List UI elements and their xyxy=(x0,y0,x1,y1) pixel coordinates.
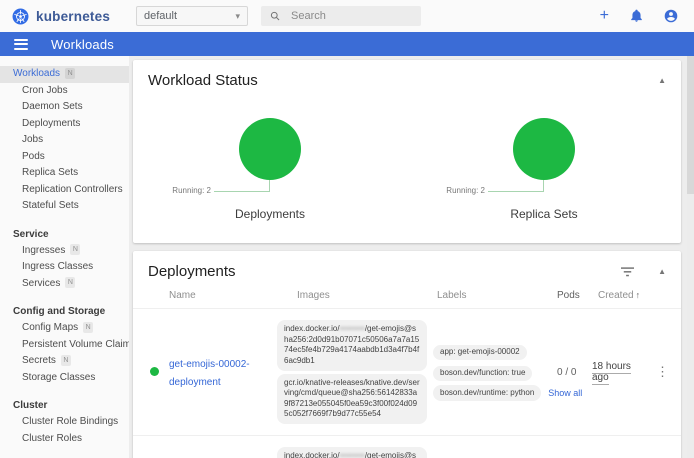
pods-count: 0 / 0 xyxy=(557,366,577,378)
legend-label: Running: 2 xyxy=(446,186,485,195)
sidebar-section-cluster: Cluster xyxy=(13,400,48,411)
label-chip: app: get-emojis-00002 xyxy=(433,344,527,361)
page-title: Workloads xyxy=(51,36,114,52)
created-timestamp[interactable]: 18 hours ago xyxy=(592,361,631,385)
image-chip: index.docker.io/•••••••••/get-emojis@sha… xyxy=(277,447,427,458)
brand: kubernetes xyxy=(12,8,130,25)
chevron-down-icon: ▾ xyxy=(235,10,240,21)
user-account-icon[interactable] xyxy=(664,9,678,23)
redacted-registry-user: ••••••••• xyxy=(339,324,365,333)
deployments-title: Deployments xyxy=(148,263,236,280)
namespaced-badge: N xyxy=(70,244,81,255)
notifications-bell-icon[interactable] xyxy=(630,9,643,23)
sidebar-item-jobs[interactable]: Jobs xyxy=(22,134,44,145)
sidebar-section-service: Service xyxy=(13,228,49,240)
main-content: Workload Status ▲ Running: 2 Deployments… xyxy=(129,56,687,458)
table-row: get-emojis-00002-deployment index.docker… xyxy=(133,308,681,435)
label-chip: boson.dev/function: true xyxy=(433,365,533,382)
chart-caption: Replica Sets xyxy=(510,207,578,221)
sidebar-item-config-maps[interactable]: Config Maps N xyxy=(0,320,129,337)
row-menu-kebab-icon[interactable]: ⋮ xyxy=(656,364,669,379)
column-header-name[interactable]: Name xyxy=(169,290,196,301)
namespace-value: default xyxy=(144,10,178,22)
image-chip: gcr.io/knative-releases/knative.dev/serv… xyxy=(277,373,427,424)
pie-legend: Running: 2 xyxy=(172,180,270,195)
sidebar-item-persistent-volume-claims[interactable]: Persistent Volume ClaimsN xyxy=(0,337,129,354)
page-nav-bar: Workloads xyxy=(0,32,694,56)
deployment-name-link[interactable]: get-emojis-00002-deployment xyxy=(169,359,250,388)
pie-running-segment xyxy=(513,118,575,180)
scrollbar-thumb[interactable] xyxy=(687,56,694,194)
search-box[interactable] xyxy=(261,6,421,26)
column-header-labels: Labels xyxy=(437,290,467,301)
sidebar-item-cluster-role-bindings[interactable]: Cluster Role Bindings xyxy=(22,416,119,427)
sidebar-item-replication-controllers[interactable]: Replication Controllers xyxy=(22,183,123,195)
workload-status-charts: Running: 2 Deployments Running: 2 Replic… xyxy=(133,93,681,243)
namespace-selector[interactable]: default ▾ xyxy=(136,6,248,26)
sidebar-item-deployments[interactable]: Deployments xyxy=(22,117,81,129)
sidebar-item-secrets[interactable]: Secrets N xyxy=(0,353,129,370)
collapse-card-icon[interactable]: ▲ xyxy=(658,267,666,276)
pie-legend: Running: 2 xyxy=(446,180,544,195)
sidebar-item-cron-jobs[interactable]: Cron Jobs xyxy=(22,84,68,96)
table-header-row: Name Images Labels Pods Created ↑ xyxy=(133,284,681,308)
scrollbar xyxy=(687,56,694,458)
sidebar-item-cluster-roles[interactable]: Cluster Roles xyxy=(22,432,83,444)
sidebar-item-daemon-sets[interactable]: Daemon Sets xyxy=(22,101,83,112)
search-input[interactable] xyxy=(289,9,412,23)
search-icon xyxy=(270,11,280,21)
sort-ascending-icon: ↑ xyxy=(635,290,641,300)
menu-icon[interactable] xyxy=(14,36,28,52)
sidebar-item-services[interactable]: Services N xyxy=(0,276,129,293)
deployments-pie-chart: Running: 2 Deployments xyxy=(133,93,407,243)
image-chip: index.docker.io/•••••••••/get-emojis@sha… xyxy=(277,320,427,371)
legend-connector-line xyxy=(214,180,270,192)
filter-icon[interactable] xyxy=(621,266,635,277)
sidebar: Workloads N Cron Jobs Daemon Sets Deploym… xyxy=(0,56,129,458)
namespaced-badge: N xyxy=(60,354,71,366)
sidebar-item-stateful-sets[interactable]: Stateful Sets xyxy=(22,200,79,211)
namespaced-badge: N xyxy=(83,321,94,333)
column-header-pods: Pods xyxy=(557,290,580,301)
sidebar-item-replica-sets[interactable]: Replica Sets xyxy=(22,167,79,178)
namespaced-badge: N xyxy=(65,67,76,79)
redacted-registry-user: ••••••••• xyxy=(339,451,365,458)
collapse-card-icon[interactable]: ▲ xyxy=(658,76,666,85)
workload-status-card: Workload Status ▲ Running: 2 Deployments… xyxy=(133,60,681,243)
replica-sets-pie-chart: Running: 2 Replica Sets xyxy=(407,93,681,243)
label-chip: boson.dev/runtime: python xyxy=(433,385,542,401)
namespaced-badge: N xyxy=(65,277,76,288)
sidebar-item-ingresses[interactable]: Ingresses N xyxy=(0,243,129,260)
sidebar-item-ingress-classes[interactable]: Ingress Classes xyxy=(22,261,94,272)
status-running-icon xyxy=(150,367,159,377)
column-header-images: Images xyxy=(297,290,330,301)
legend-label: Running: 2 xyxy=(172,186,211,195)
sidebar-section-config-and-storage: Config and Storage xyxy=(13,306,106,317)
show-all-link[interactable]: Show all xyxy=(548,388,583,399)
create-resource-button[interactable]: + xyxy=(599,7,609,24)
sidebar-item-workloads[interactable]: Workloads N xyxy=(0,66,129,83)
brand-name: kubernetes xyxy=(36,8,111,24)
sidebar-item-pods[interactable]: Pods xyxy=(22,150,45,162)
column-header-created[interactable]: Created ↑ xyxy=(598,290,641,301)
kubernetes-logo-icon xyxy=(12,8,29,24)
app-top-bar: kubernetes default ▾ + xyxy=(0,0,694,32)
pie-running-segment xyxy=(239,118,301,180)
chart-caption: Deployments xyxy=(234,207,306,221)
workload-status-title: Workload Status xyxy=(148,72,258,89)
deployments-card: Deployments ▲ Name Images Labels xyxy=(133,251,681,458)
sidebar-item-storage-classes[interactable]: Storage Classes xyxy=(22,371,96,383)
legend-connector-line xyxy=(488,180,544,192)
table-row: get-emojis-00001-deployment index.docker… xyxy=(133,435,681,458)
top-actions: + xyxy=(600,8,678,24)
